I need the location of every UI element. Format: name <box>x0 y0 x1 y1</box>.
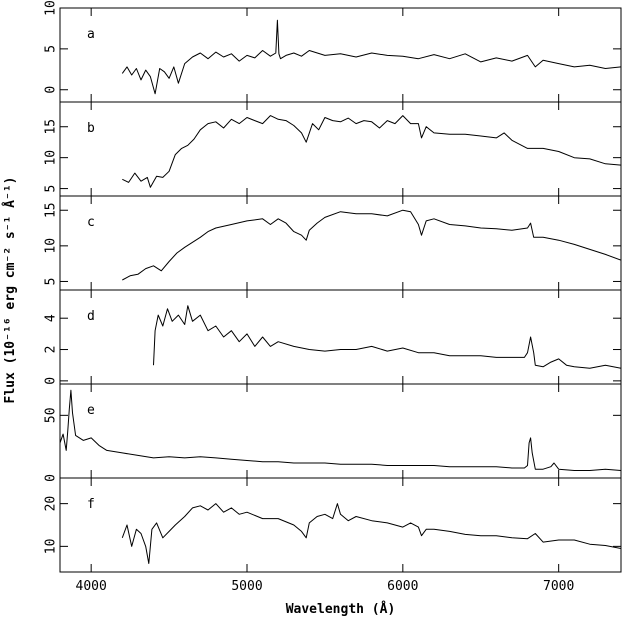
panel-frame <box>59 195 622 291</box>
y-tick-label: 0 <box>44 377 59 385</box>
x-tick-label: 7000 <box>543 579 574 594</box>
x-axis-tick-labels: 4000 5000 6000 7000 <box>76 579 575 594</box>
panel-frame <box>59 289 622 385</box>
panel-c: 5 10 15 c <box>44 195 622 291</box>
y-tick-label: 10 <box>44 150 59 166</box>
y-tick-label: 15 <box>44 119 59 135</box>
panel-d: 0 2 4 d <box>44 289 622 385</box>
x-tick-label: 5000 <box>231 579 262 594</box>
y-tick-label: 4 <box>44 314 59 322</box>
x-tick-label: 4000 <box>76 579 107 594</box>
y-tick-label: 10 <box>44 238 59 254</box>
panel-frame <box>59 101 622 197</box>
panel-label-c: c <box>87 215 95 230</box>
panel-label-f: f <box>87 497 95 512</box>
y-tick-label: 2 <box>44 346 59 354</box>
y-tick-label: 15 <box>44 202 59 218</box>
panel-label-d: d <box>87 309 95 324</box>
panel-b: 5 10 15 b <box>44 101 622 197</box>
panel-e: 0 50 e <box>44 383 622 482</box>
y-tick-label: 5 <box>44 45 59 53</box>
panel-label-e: e <box>87 403 95 418</box>
panel-f: 10 20 f <box>44 477 622 573</box>
y-tick-label: 10 <box>44 0 59 16</box>
panel-label-a: a <box>87 27 95 42</box>
y-axis-title: Flux (10⁻¹⁶ erg cm⁻² s⁻¹ Å⁻¹) <box>2 177 18 404</box>
x-tick-label: 6000 <box>387 579 418 594</box>
spectrum-line-f <box>121 503 621 564</box>
panel-label-b: b <box>87 121 95 136</box>
y-tick-label: 5 <box>44 278 59 286</box>
spectrum-line-d <box>153 305 621 369</box>
y-tick-label: 50 <box>44 407 59 423</box>
y-tick-label: 0 <box>44 474 59 482</box>
spectrum-line-e <box>60 389 621 471</box>
y-tick-label: 5 <box>44 185 59 193</box>
panel-a: 0 5 10 a <box>44 0 622 103</box>
panel-frame <box>59 7 622 103</box>
panel-frame <box>59 477 622 573</box>
spectrum-line-c <box>122 209 621 281</box>
y-tick-label: 20 <box>44 496 59 512</box>
x-axis-title: Wavelength (Å) <box>286 601 396 617</box>
spectrum-line-a <box>121 19 621 95</box>
panel-stack: 0 5 10 a 5 10 15 b 5 10 15 c 0 2 4 d 0 50 e 10 20 f <box>44 0 622 573</box>
spectrum-line-b <box>122 115 621 188</box>
y-tick-label: 10 <box>44 539 59 555</box>
y-tick-label: 0 <box>44 86 59 94</box>
